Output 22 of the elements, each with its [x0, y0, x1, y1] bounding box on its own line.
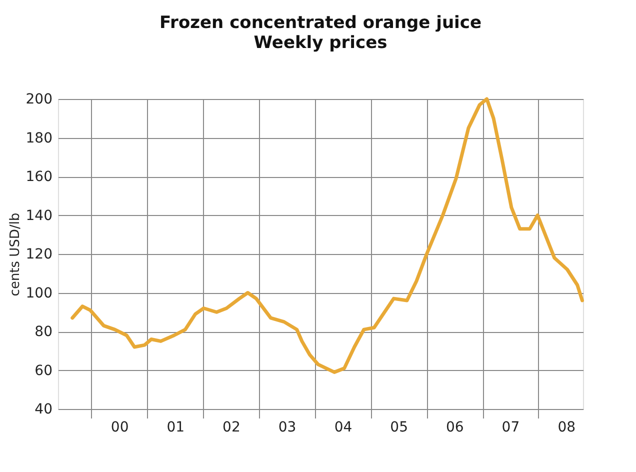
line-series [70, 97, 584, 374]
y-axis-title: cents USD/lb [8, 212, 23, 296]
x-tick-label: 04 [334, 420, 352, 436]
x-tick-label: 02 [222, 420, 240, 436]
x-tick-label: 07 [502, 420, 520, 436]
y-tick-label: 140 [26, 208, 52, 224]
x-tick-label: 03 [278, 420, 296, 436]
x-tick-label: 08 [558, 420, 576, 436]
x-tick-label: 06 [446, 420, 464, 436]
chart-subtitle: Weekly prices [254, 33, 388, 53]
x-tick-label: 01 [166, 420, 185, 436]
y-tick-label: 40 [34, 402, 52, 418]
x-tick-label: 05 [390, 420, 408, 436]
y-tick-label: 100 [26, 285, 52, 302]
chart-title: Frozen concentrated orange juice [160, 13, 482, 33]
y-tick-label: 80 [34, 324, 52, 340]
y-tick-label: 60 [34, 362, 52, 379]
x-tick-label: 00 [110, 420, 129, 436]
y-tick-label: 200 [26, 92, 52, 108]
y-tick-label: 180 [26, 130, 52, 146]
y-tick-label: 120 [26, 246, 52, 262]
y-tick-label: 160 [26, 169, 52, 185]
